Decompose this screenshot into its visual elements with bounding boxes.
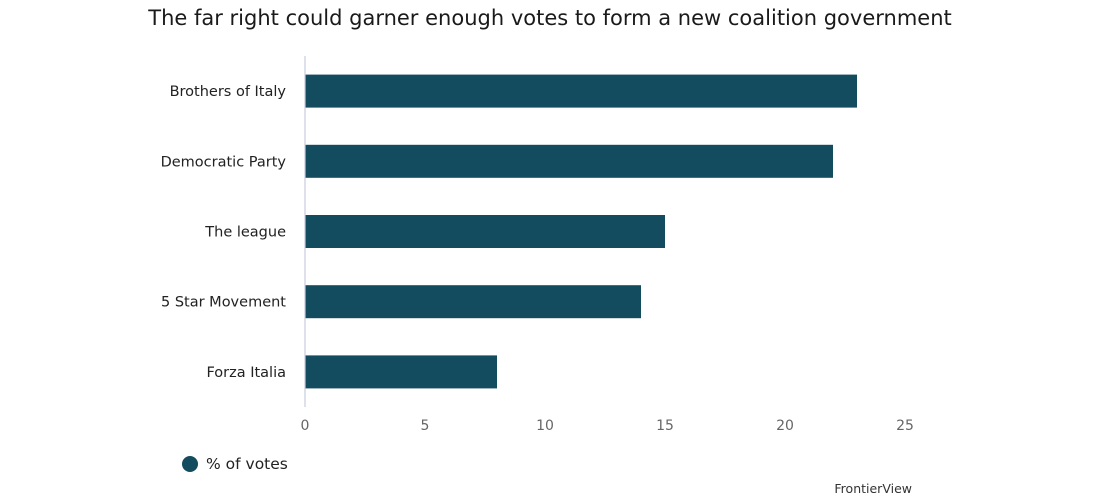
bar-4 xyxy=(305,355,497,389)
bar-3 xyxy=(305,285,641,319)
bar-1 xyxy=(305,144,833,178)
legend-label: % of votes xyxy=(206,455,288,473)
x-tick-label-1: 5 xyxy=(421,418,430,434)
x-tick-label-0: 0 xyxy=(301,418,310,434)
chart-title: The far right could garner enough votes … xyxy=(148,6,952,30)
category-label-3: 5 Star Movement xyxy=(161,295,286,311)
x-tick-labels: 0 5 10 15 20 25 xyxy=(301,418,914,434)
legend-swatch xyxy=(182,456,198,472)
x-tick-label-2: 10 xyxy=(536,418,554,434)
category-label-2: The league xyxy=(204,225,286,241)
bars-group xyxy=(305,74,857,389)
legend: % of votes xyxy=(182,455,288,473)
category-labels: Brothers of Italy Democratic Party The lea… xyxy=(161,84,287,381)
category-label-1: Democratic Party xyxy=(161,154,287,170)
bar-0 xyxy=(305,74,857,108)
x-tick-label-5: 25 xyxy=(896,418,914,434)
category-label-0: Brothers of Italy xyxy=(170,84,287,100)
source-credit: FrontierView xyxy=(834,481,912,496)
x-tick-label-4: 20 xyxy=(776,418,794,434)
category-label-4: Forza Italia xyxy=(206,365,286,381)
bar-2 xyxy=(305,215,665,248)
x-tick-label-3: 15 xyxy=(656,418,674,434)
